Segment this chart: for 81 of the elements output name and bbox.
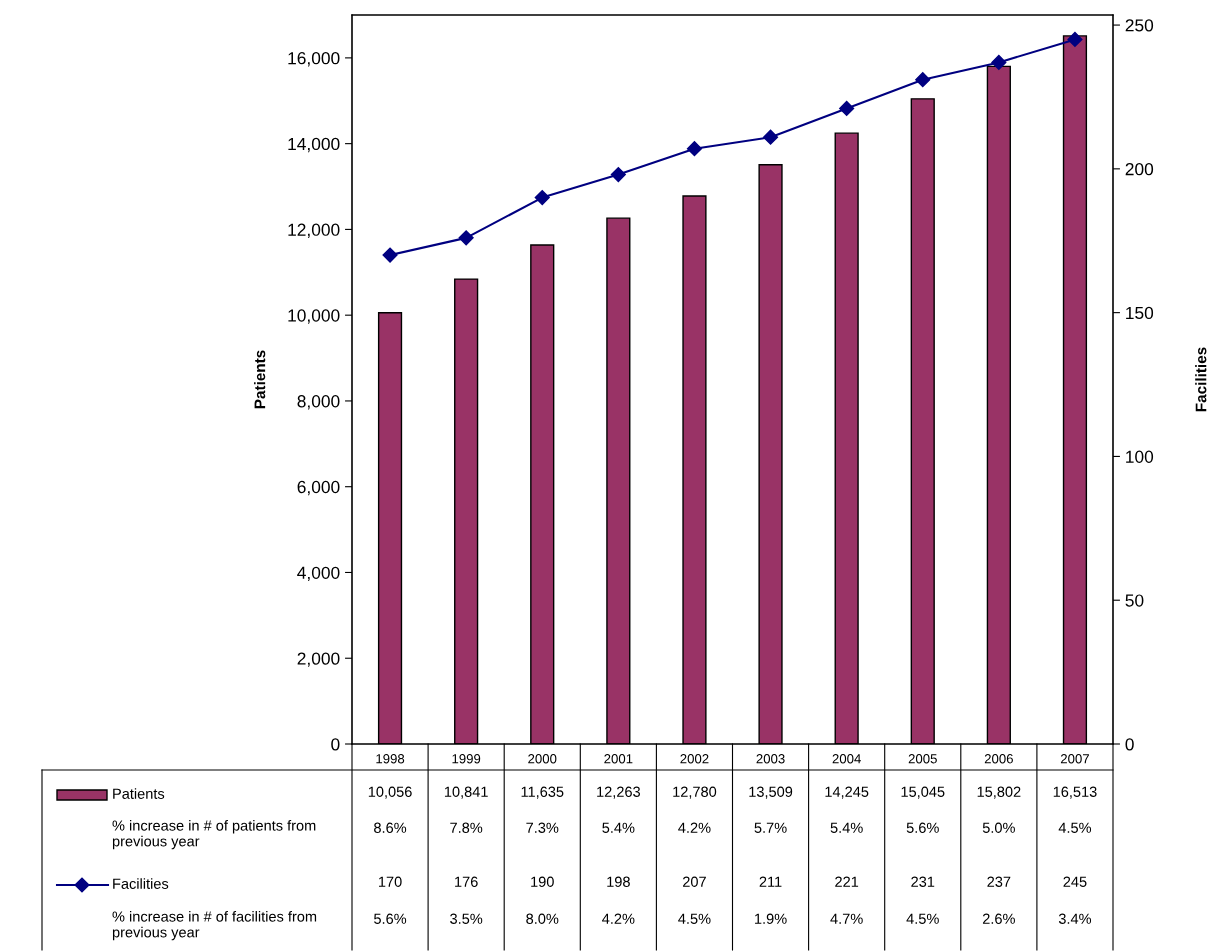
data-label: 207 xyxy=(683,876,706,887)
point xyxy=(382,247,398,263)
text: 4.5% xyxy=(1058,822,1092,833)
data-label: 10,056 xyxy=(368,786,412,799)
y-tick-label: 8,000 xyxy=(297,395,340,410)
y2-tick-label: 150 xyxy=(1126,306,1154,320)
x-tick-label: 2000 xyxy=(528,754,557,764)
y-tick-label: 2,000 xyxy=(297,652,340,667)
point xyxy=(534,190,550,206)
x-tick-label: 2007 xyxy=(1060,754,1089,764)
data-label: 11,635 xyxy=(521,786,564,799)
x-tick-label: 1999 xyxy=(452,754,481,764)
x-tick-label: 2004 xyxy=(832,754,861,764)
x-tick-label: 2003 xyxy=(756,754,785,764)
data-label: 211 xyxy=(759,876,782,887)
data-label: 231 xyxy=(911,876,935,887)
point xyxy=(991,54,1007,71)
point xyxy=(915,72,931,88)
text: 4.2% xyxy=(602,913,635,924)
data-label: 176 xyxy=(455,876,478,887)
data-label: 12,780 xyxy=(673,786,717,799)
text: 2.6% xyxy=(982,913,1015,924)
text: 5.6% xyxy=(374,913,407,924)
legend-label: Patients xyxy=(113,788,165,799)
text: 7.8% xyxy=(450,822,483,833)
y2-tick-label: 200 xyxy=(1125,163,1154,176)
data-label: 170 xyxy=(379,876,402,887)
y2-tick-label: 50 xyxy=(1125,594,1144,607)
y2-axis-title: Facilities xyxy=(1195,347,1207,412)
x-tick-label: 2005 xyxy=(908,754,937,764)
data-label: 12,263 xyxy=(597,786,641,799)
y-tick-label: 6,000 xyxy=(297,480,340,496)
point xyxy=(458,230,474,246)
data-label: 190 xyxy=(531,876,554,887)
y-tick-label: 4,000 xyxy=(297,566,340,581)
text: 7.3% xyxy=(526,822,559,833)
text: 4.5% xyxy=(906,913,939,924)
point xyxy=(610,167,626,183)
text: 8.6% xyxy=(374,822,407,833)
text: 3.4% xyxy=(1058,913,1092,924)
y-tick-label: 16,000 xyxy=(288,52,340,67)
x-tick-label: 2001 xyxy=(604,754,633,764)
data-label: 16,513 xyxy=(1053,786,1097,799)
data-label: 15,802 xyxy=(977,786,1021,799)
text: 5.4% xyxy=(602,822,635,833)
text: 4.5% xyxy=(678,913,711,924)
data-label: 14,245 xyxy=(825,786,869,799)
y2-tick-label: 0 xyxy=(1125,738,1134,751)
text: 4.2% xyxy=(678,822,711,833)
x-tick-label: 2006 xyxy=(984,754,1013,764)
text: % increase in # of facilities from previous year xyxy=(112,911,317,941)
point xyxy=(839,100,855,117)
data-label: 237 xyxy=(987,876,1011,887)
text: 5.4% xyxy=(830,822,863,833)
text: 5.6% xyxy=(906,822,939,833)
data-label: 198 xyxy=(607,876,630,887)
legend-label: Facilities xyxy=(113,878,169,889)
data-label: 245 xyxy=(1063,876,1087,887)
text: 3.5% xyxy=(450,913,483,924)
y-tick-label: 10,000 xyxy=(288,309,340,324)
y2-tick-label: 250 xyxy=(1125,19,1154,32)
text: 8.0% xyxy=(526,913,559,924)
point xyxy=(762,129,779,145)
x-tick-label: 1998 xyxy=(376,754,405,764)
y-tick-label: 0 xyxy=(331,738,340,751)
point xyxy=(686,141,703,157)
y2-tick-label: 100 xyxy=(1126,450,1154,463)
text: 4.7% xyxy=(830,913,863,924)
point xyxy=(1067,31,1083,48)
y-tick-label: 14,000 xyxy=(288,137,340,153)
text: 5.0% xyxy=(982,822,1015,833)
x-tick-label: 2002 xyxy=(680,754,709,764)
text: 1.9% xyxy=(755,913,787,924)
text: % increase in # of patients from previous year xyxy=(112,820,316,850)
data-label: 10,841 xyxy=(444,786,488,799)
data-label: 221 xyxy=(835,876,859,887)
data-label: 13,509 xyxy=(749,786,793,799)
text: 5.7% xyxy=(754,822,787,833)
y-tick-label: 12,000 xyxy=(288,223,340,238)
y-axis-title: Patients xyxy=(254,350,266,409)
data-label: 15,045 xyxy=(901,786,945,799)
